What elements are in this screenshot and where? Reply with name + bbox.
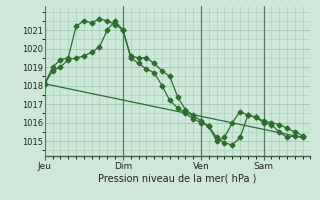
X-axis label: Pression niveau de la mer( hPa ): Pression niveau de la mer( hPa ) — [99, 173, 257, 183]
